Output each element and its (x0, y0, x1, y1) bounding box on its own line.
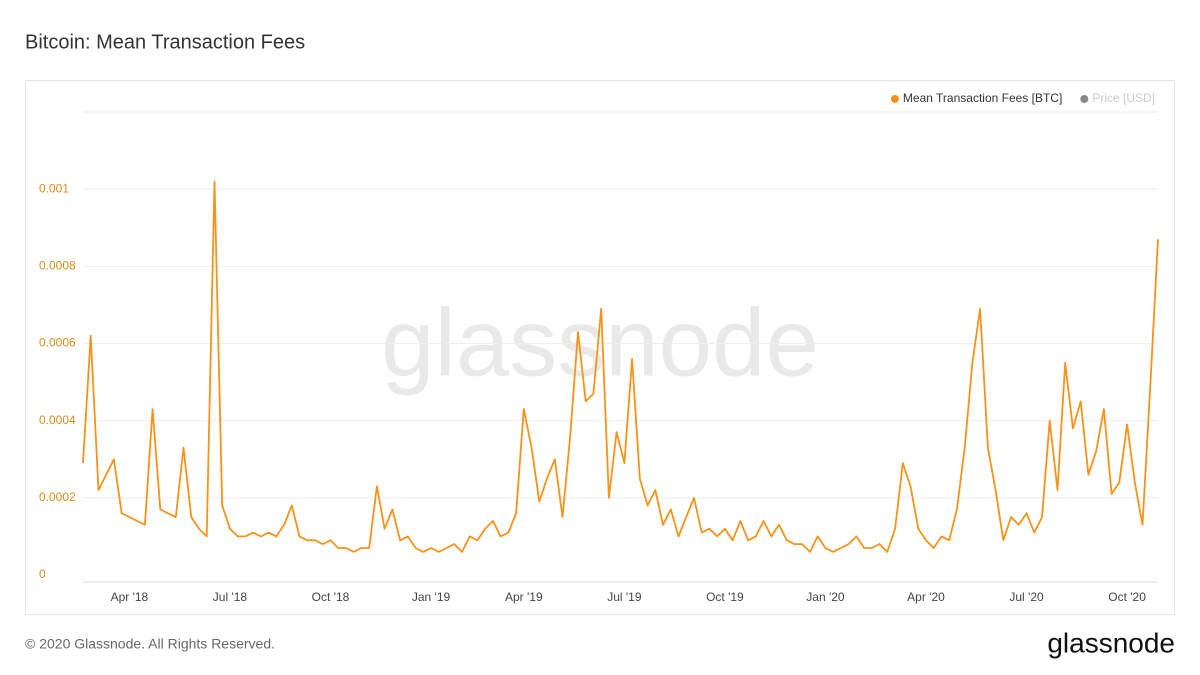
x-tick-label: Oct '19 (706, 590, 744, 604)
legend-label: Mean Transaction Fees [BTC] (903, 91, 1062, 105)
x-tick-label: Oct '20 (1108, 590, 1146, 604)
chart-frame (25, 80, 1175, 615)
x-tick-label: Jan '20 (806, 590, 845, 604)
x-tick-label: Jul '18 (213, 590, 248, 604)
x-tick-label: Oct '18 (312, 590, 350, 604)
brand-logo: glassnode (1047, 627, 1175, 658)
y-tick-label: 0.0004 (39, 413, 76, 427)
y-tick-label: 0 (39, 567, 46, 581)
y-tick-label: 0.0002 (39, 490, 76, 504)
watermark: glassnode (381, 289, 819, 396)
legend-swatch (1080, 95, 1089, 103)
series-line (82, 180, 1159, 553)
x-tick-label: Jul '19 (607, 590, 642, 604)
y-tick-label: 0.0008 (39, 259, 76, 273)
x-tick-label: Apr '20 (907, 590, 945, 604)
footer: © 2020 Glassnode. All Rights Reserved. (25, 636, 275, 652)
legend-label: Price [USD] (1092, 91, 1155, 105)
y-tick-label: 0.001 (39, 181, 69, 195)
x-tick-label: Jul '20 (1009, 590, 1044, 604)
x-tick-label: Apr '19 (505, 590, 543, 604)
y-tick-label: 0.0006 (39, 336, 76, 350)
chart-title: Bitcoin: Mean Transaction Fees (25, 31, 305, 53)
legend-swatch (890, 95, 899, 103)
x-tick-label: Apr '18 (111, 590, 149, 604)
x-tick-label: Jan '19 (412, 590, 451, 604)
